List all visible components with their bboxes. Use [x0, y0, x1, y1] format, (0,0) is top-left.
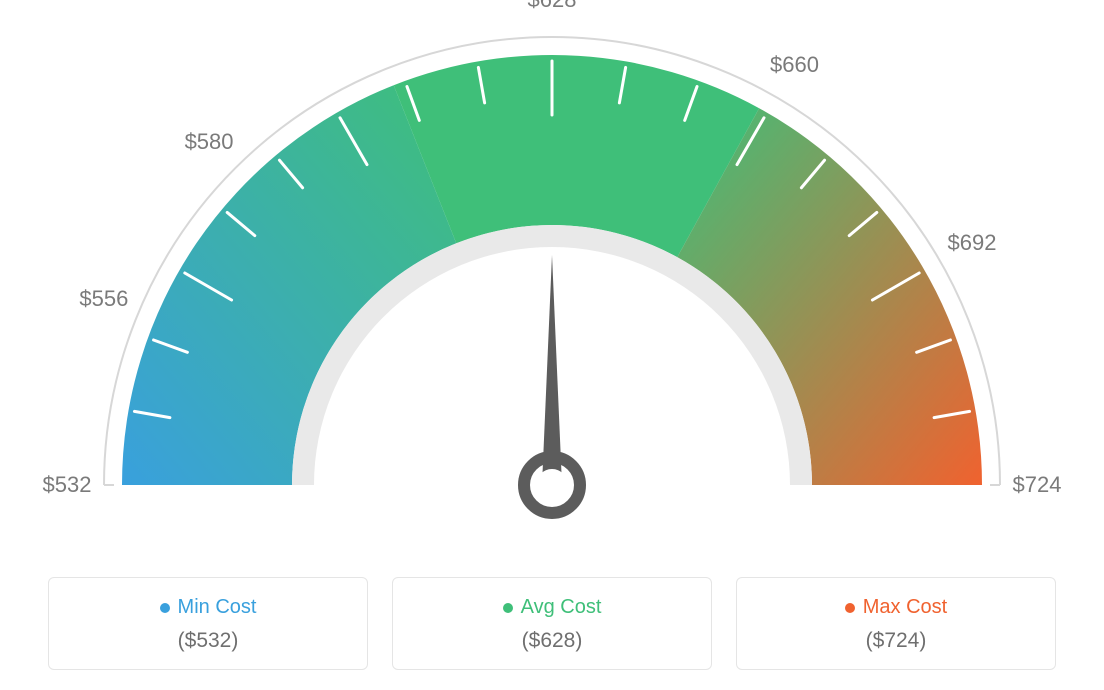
legend-card-min: Min Cost ($532): [48, 577, 368, 670]
legend-title-avg: Avg Cost: [503, 596, 602, 619]
gauge-chart: $532 $556 $580 $628 $660 $692 $724: [0, 0, 1104, 560]
legend-title-min: Min Cost: [160, 596, 257, 619]
legend-card-avg: Avg Cost ($628): [392, 577, 712, 670]
gauge-tick-label: $724: [1013, 472, 1062, 498]
gauge-tick-label: $580: [185, 129, 234, 155]
gauge-tick-label: $532: [43, 472, 92, 498]
dot-icon: [845, 603, 855, 613]
legend-value-min: ($532): [59, 629, 357, 653]
legend-label-min: Min Cost: [178, 596, 257, 619]
dot-icon: [160, 603, 170, 613]
legend-value-max: ($724): [747, 629, 1045, 653]
legend-value-avg: ($628): [403, 629, 701, 653]
gauge-tick-label: $660: [770, 52, 819, 78]
legend-title-max: Max Cost: [845, 596, 947, 619]
gauge-tick-label: $556: [79, 286, 128, 312]
legend-row: Min Cost ($532) Avg Cost ($628) Max Cost…: [0, 577, 1104, 670]
dot-icon: [503, 603, 513, 613]
legend-label-avg: Avg Cost: [521, 596, 602, 619]
gauge-tick-label: $692: [948, 230, 997, 256]
legend-card-max: Max Cost ($724): [736, 577, 1056, 670]
cost-gauge-widget: $532 $556 $580 $628 $660 $692 $724 Min Cost ($…: [0, 0, 1104, 690]
gauge-tick-label: $628: [528, 0, 577, 13]
legend-label-max: Max Cost: [863, 596, 947, 619]
